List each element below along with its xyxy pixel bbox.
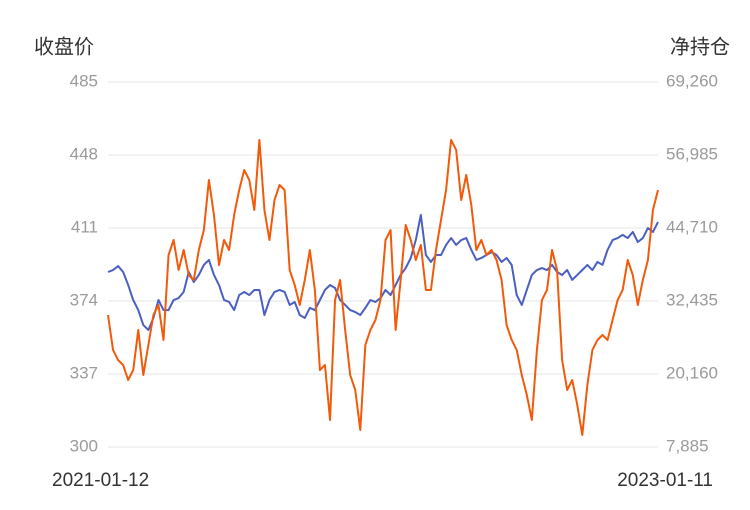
y2-tick-label: 44,710	[666, 217, 718, 236]
y-axis-title: 收盘价	[34, 35, 94, 58]
y-tick-label: 300	[70, 436, 98, 455]
y2-tick-label: 7,885	[666, 436, 709, 455]
series-line	[107, 213, 659, 331]
y-tick-label: 374	[70, 290, 98, 309]
y2-tick-label: 32,435	[666, 290, 718, 309]
x-tick-label: 2023-01-11	[617, 470, 713, 491]
y-tick-label: 337	[70, 363, 98, 382]
y2-axis-title: 净持仓	[670, 35, 730, 58]
y2-tick-label: 69,260	[666, 71, 718, 90]
y2-tick-label: 56,985	[666, 144, 718, 163]
x-tick-label: 2021-01-12	[52, 470, 149, 491]
y-tick-label: 448	[70, 144, 98, 163]
series-line	[107, 138, 659, 437]
y-tick-label: 411	[71, 217, 98, 236]
y-tick-label: 485	[70, 71, 98, 90]
y2-tick-label: 20,160	[666, 363, 718, 382]
